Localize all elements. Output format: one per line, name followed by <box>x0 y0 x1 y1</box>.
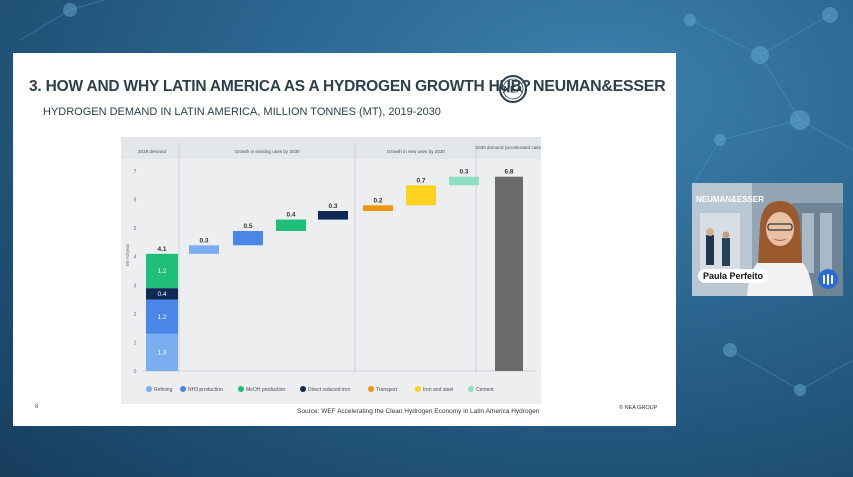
growth-value-label: 0.3 <box>459 169 468 176</box>
growth-bar <box>233 231 263 246</box>
slide-source: Source: WEF Accelerating the Clean Hydro… <box>297 408 540 415</box>
y-tick-label: 5 <box>134 226 137 232</box>
y-tick-label: 0 <box>134 369 137 375</box>
legend-swatch <box>415 386 421 392</box>
stack-segment-bar <box>146 253 178 289</box>
audio-indicator-button[interactable] <box>818 269 838 289</box>
y-tick-label: 2 <box>134 312 137 318</box>
legend-label: Iron and steel <box>423 387 453 393</box>
stack-segment-bar <box>146 288 178 300</box>
legend-label: Direct reduced iron <box>308 387 350 393</box>
hydrogen-demand-waterfall-chart: 2019 demand Growth in existing uses by 20… <box>121 137 543 393</box>
growth-bar <box>406 185 436 206</box>
nea-logo-icon: NEA <box>499 75 527 103</box>
section-header: Growth in new uses by 2030 <box>387 149 445 154</box>
legend-swatch <box>368 386 374 392</box>
growth-bar <box>318 211 348 220</box>
slide-page-number: 8 <box>35 404 39 410</box>
stack-segment-label: 1.2 <box>157 314 166 321</box>
y-tick-label: 4 <box>134 255 137 261</box>
section-header: 2019 demand <box>138 149 167 154</box>
total-2030-label: 6.8 <box>504 169 513 176</box>
growth-value-label: 0.3 <box>328 203 337 210</box>
audio-bars-icon <box>823 273 833 285</box>
growth-value-label: 0.5 <box>243 223 252 230</box>
camera-brand-overlay: NEUMAN&ESSER <box>696 195 765 204</box>
legend-label: MeOH production <box>246 387 285 393</box>
growth-bar <box>363 205 393 211</box>
y-tick-label: 3 <box>134 283 137 289</box>
legend-swatch <box>180 386 186 392</box>
legend-swatch <box>300 386 306 392</box>
participant-video-tile[interactable]: NEUMAN&ESSER Paula Perfeito <box>692 183 843 296</box>
section-header: Growth in existing uses by 2030 <box>234 149 300 154</box>
chart-header-band <box>121 137 541 159</box>
growth-value-label: 0.2 <box>373 197 382 204</box>
legend-label: NH3 production <box>188 387 223 393</box>
stack-segment-bar <box>146 299 178 334</box>
nea-logo-text: NEA <box>503 85 523 95</box>
brand-name: NEUMAN&ESSER <box>533 78 666 95</box>
legend-label: Cement <box>476 387 494 393</box>
slide-copyright: © NEA GROUP <box>619 405 658 411</box>
stack-segment-label: 1.2 <box>157 268 166 275</box>
participant-name-tag: Paula Perfeito <box>698 269 769 283</box>
y-tick-label: 6 <box>134 198 137 204</box>
y-tick-label: 1 <box>134 340 137 346</box>
presentation-slide: 3. HOW AND WHY LATIN AMERICA AS A HYDROG… <box>13 53 676 426</box>
stack-segment-bar <box>146 333 178 371</box>
growth-value-label: 0.3 <box>199 237 208 244</box>
growth-bar <box>276 219 306 231</box>
slide-subtitle: HYDROGEN DEMAND IN LATIN AMERICA, MILLIO… <box>43 106 441 118</box>
total-2030-bar <box>495 176 523 371</box>
legend-swatch <box>146 386 152 392</box>
growth-bar <box>189 245 219 254</box>
legend-swatch <box>238 386 244 392</box>
stack-segment-label: 0.4 <box>157 291 166 298</box>
y-axis-label: Mt H2/year <box>125 244 130 267</box>
growth-value-label: 0.7 <box>416 177 425 184</box>
growth-value-label: 0.4 <box>286 212 295 219</box>
growth-bar <box>449 176 479 186</box>
slide-title: 3. HOW AND WHY LATIN AMERICA AS A HYDROG… <box>29 78 531 95</box>
stack-segment-label: 1.3 <box>157 350 166 357</box>
y-tick-label: 7 <box>134 169 137 175</box>
legend-label: Transport <box>376 387 398 393</box>
legend-swatch <box>468 386 474 392</box>
legend-label: Refining <box>154 387 173 393</box>
stack-total-label: 4.1 <box>157 246 166 253</box>
section-header: 2030 demand (accelerated case) <box>475 145 541 150</box>
hydrogen-demand-chart-panel: 2019 demand Growth in existing uses by 20… <box>121 137 543 404</box>
